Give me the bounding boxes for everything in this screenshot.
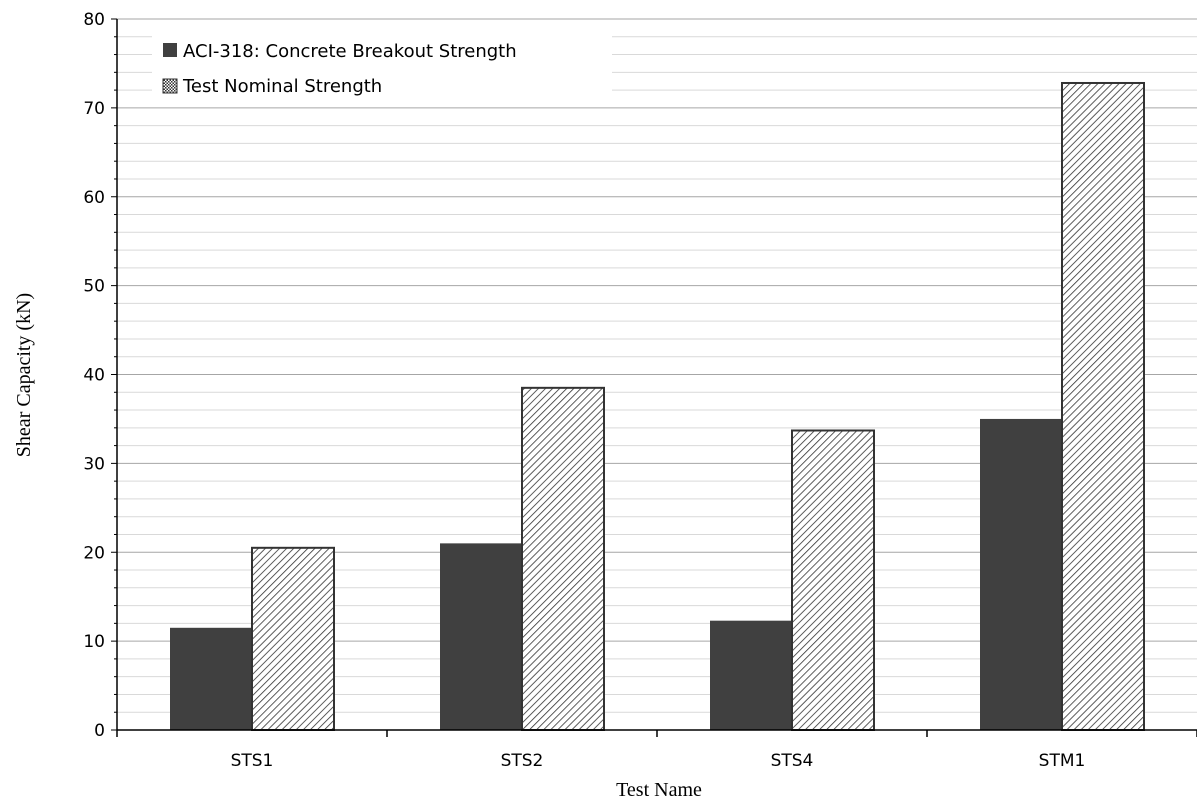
axes — [111, 18, 1197, 737]
x-tick-label: STM1 — [1039, 751, 1086, 771]
bar-test-stm1 — [1061, 81, 1145, 732]
x-axis-title: Test Name — [616, 779, 702, 800]
y-tick-label: 10 — [83, 632, 105, 652]
legend-swatch-hatched — [162, 78, 178, 94]
y-tick-label: 40 — [83, 366, 105, 386]
y-tick-label: 70 — [83, 99, 105, 119]
legend-label-test: Test Nominal Strength — [182, 76, 382, 97]
bar-aci-sts1 — [170, 627, 252, 730]
bar-aci-sts4 — [710, 620, 792, 730]
tick-labels: STS1 STS2 STS4 STM1 0 10 20 30 40 50 60 70 80 — [83, 10, 1085, 771]
legend-label-aci: ACI-318: Concrete Breakout Strength — [183, 41, 517, 62]
y-tick-label: 30 — [83, 454, 105, 474]
y-axis-title: Shear Capacity (kN) — [13, 293, 35, 457]
y-tick-label: 50 — [83, 277, 105, 297]
bar-test-sts4 — [791, 429, 875, 731]
bar-test-sts1 — [251, 546, 335, 732]
x-tick-label: STS2 — [501, 751, 544, 771]
legend: ACI-318: Concrete Breakout Strength Test… — [152, 30, 612, 106]
legend-background — [152, 30, 612, 106]
bar-test-sts2 — [521, 386, 605, 731]
y-tick-label: 60 — [83, 188, 105, 208]
bar-aci-stm1 — [980, 418, 1062, 730]
legend-swatch-solid — [163, 43, 177, 57]
bars — [170, 81, 1145, 732]
x-tick-label: STS4 — [771, 751, 814, 771]
y-tick-label: 20 — [83, 543, 105, 563]
y-tick-label: 80 — [83, 10, 105, 30]
bar-aci-sts2 — [440, 543, 522, 730]
y-tick-label: 0 — [94, 721, 105, 741]
x-tick-label: STS1 — [231, 751, 274, 771]
